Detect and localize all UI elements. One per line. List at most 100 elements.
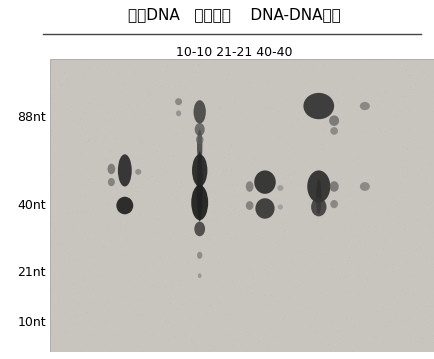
Point xyxy=(381,186,388,192)
Point xyxy=(110,183,117,189)
Point xyxy=(290,57,297,63)
Point xyxy=(250,200,257,206)
Point xyxy=(392,306,399,312)
Point xyxy=(241,294,248,299)
Point xyxy=(87,318,94,324)
Point xyxy=(141,98,148,104)
Point xyxy=(392,326,399,331)
Point xyxy=(56,119,63,125)
Point xyxy=(326,217,332,223)
Point xyxy=(353,279,360,285)
Point xyxy=(125,336,132,342)
Point xyxy=(189,276,196,282)
Point xyxy=(160,166,167,172)
Point xyxy=(212,60,219,66)
Point xyxy=(427,154,434,160)
Point xyxy=(284,181,291,187)
Point xyxy=(427,224,434,230)
Point xyxy=(401,276,408,281)
Point xyxy=(366,129,373,134)
Point xyxy=(128,140,135,146)
Point xyxy=(127,144,134,149)
Point xyxy=(359,188,366,194)
Point xyxy=(285,141,292,147)
Point xyxy=(276,290,283,295)
Point xyxy=(236,205,243,211)
Point xyxy=(147,213,154,219)
Point xyxy=(141,242,148,248)
Point xyxy=(62,140,69,146)
Point xyxy=(375,126,382,132)
Ellipse shape xyxy=(135,169,141,175)
Point xyxy=(232,98,239,104)
Point xyxy=(332,62,339,68)
Point xyxy=(239,318,246,324)
Point xyxy=(319,279,326,285)
Point xyxy=(124,107,131,112)
Point xyxy=(131,97,138,103)
Point xyxy=(137,286,144,292)
Point xyxy=(80,128,87,134)
Point xyxy=(322,321,329,327)
Point xyxy=(154,156,161,162)
Point xyxy=(326,301,333,307)
Point xyxy=(298,168,305,174)
Point xyxy=(301,113,308,118)
Point xyxy=(168,278,175,284)
Point xyxy=(85,58,92,64)
Point xyxy=(162,293,169,299)
Point xyxy=(228,222,235,227)
Point xyxy=(327,90,334,95)
Point xyxy=(319,175,326,181)
Point xyxy=(354,183,361,188)
Point xyxy=(227,260,234,265)
Point xyxy=(153,341,160,346)
Point xyxy=(92,226,99,232)
Point xyxy=(236,143,243,149)
Point xyxy=(314,174,321,180)
Point xyxy=(351,317,358,322)
Point xyxy=(144,83,151,89)
Point xyxy=(229,248,236,253)
Point xyxy=(95,273,102,279)
Point xyxy=(118,216,125,222)
Point xyxy=(169,159,176,164)
Point xyxy=(134,308,141,313)
Point xyxy=(305,85,312,91)
Point xyxy=(100,348,107,353)
Point xyxy=(247,345,254,351)
Point xyxy=(406,293,413,298)
Point xyxy=(173,168,180,174)
Point xyxy=(411,178,418,184)
Point xyxy=(305,112,312,118)
Point xyxy=(83,167,90,172)
Point xyxy=(205,320,212,325)
Point xyxy=(262,161,269,167)
Point xyxy=(329,300,336,306)
Point xyxy=(383,128,390,134)
Point xyxy=(195,62,202,67)
Point xyxy=(66,89,73,95)
Point xyxy=(280,228,287,234)
Point xyxy=(91,213,98,219)
Point xyxy=(171,137,178,143)
Point xyxy=(70,328,77,334)
Point xyxy=(242,328,249,334)
Point xyxy=(403,57,410,63)
Point xyxy=(139,144,146,150)
Point xyxy=(388,201,395,207)
Point xyxy=(253,111,260,117)
Point xyxy=(112,93,119,99)
Point xyxy=(117,318,124,323)
Point xyxy=(84,217,91,223)
Point xyxy=(312,237,319,243)
Point xyxy=(355,335,362,340)
Point xyxy=(62,199,69,205)
Point xyxy=(103,59,110,65)
Point xyxy=(145,58,152,64)
Point xyxy=(134,158,141,164)
Point xyxy=(313,184,320,190)
Text: 88nt: 88nt xyxy=(17,111,46,124)
Point xyxy=(263,141,270,146)
Point xyxy=(335,118,342,123)
